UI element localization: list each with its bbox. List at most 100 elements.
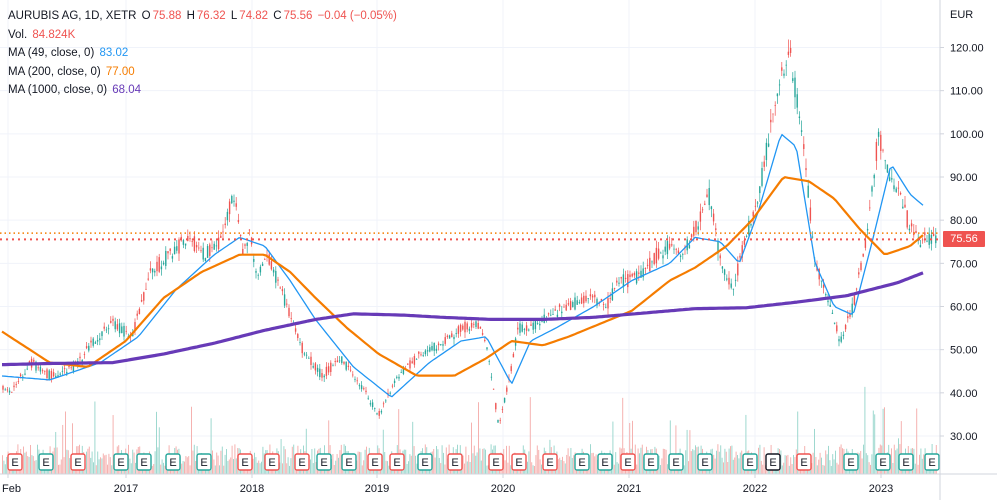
candle-body bbox=[677, 250, 680, 254]
candle-body bbox=[110, 320, 112, 323]
candle-body bbox=[761, 168, 763, 186]
volume-bar bbox=[825, 450, 827, 474]
candle-body bbox=[435, 348, 438, 351]
candle-body bbox=[891, 178, 893, 180]
candle-body bbox=[19, 374, 22, 377]
candle-body bbox=[202, 247, 204, 260]
candle-body bbox=[565, 304, 567, 311]
candle-body bbox=[671, 244, 673, 246]
volume-bar bbox=[531, 462, 533, 474]
candle-body bbox=[574, 297, 576, 310]
candle-body bbox=[433, 342, 435, 351]
volume-bar bbox=[279, 462, 281, 474]
candle-body bbox=[468, 328, 471, 331]
volume-bar bbox=[112, 415, 114, 474]
volume-bar bbox=[483, 448, 485, 474]
candle-body bbox=[825, 294, 827, 296]
candle-body bbox=[334, 360, 336, 362]
candle-body bbox=[11, 391, 13, 393]
volume-bar bbox=[154, 451, 156, 474]
volume-bar bbox=[732, 459, 734, 474]
volume-bar bbox=[619, 447, 621, 474]
candle-body bbox=[594, 294, 596, 298]
candle-body bbox=[367, 397, 369, 399]
earnings-letter: E bbox=[769, 457, 776, 469]
candle-body bbox=[224, 223, 226, 226]
volume-bar bbox=[892, 462, 894, 474]
volume-bar bbox=[102, 453, 104, 474]
volume-bar bbox=[504, 460, 506, 474]
candle-body bbox=[530, 324, 532, 326]
volume-bar bbox=[891, 448, 892, 474]
candle-body bbox=[112, 318, 114, 321]
candle-body bbox=[116, 324, 119, 330]
earnings-letter: E bbox=[928, 457, 935, 469]
candle-body bbox=[167, 251, 169, 254]
candle-body bbox=[473, 323, 475, 325]
volume-bar bbox=[868, 462, 870, 474]
candle-body bbox=[660, 252, 662, 254]
earnings-badge bbox=[668, 453, 684, 471]
volume-bar bbox=[479, 448, 481, 474]
volume-bar bbox=[629, 422, 631, 474]
candle-body bbox=[81, 359, 83, 362]
y-tick-label-6: 90.00 bbox=[950, 172, 978, 184]
volume-bar bbox=[409, 454, 411, 474]
candle-body bbox=[308, 357, 310, 359]
volume-bar bbox=[527, 461, 528, 474]
candle-body bbox=[4, 389, 6, 391]
volume-bar bbox=[662, 448, 664, 474]
candle-body bbox=[899, 192, 902, 195]
candle-body bbox=[915, 230, 917, 234]
volume-bar bbox=[529, 397, 531, 474]
candle-body bbox=[2, 385, 4, 390]
candle-body bbox=[41, 370, 44, 372]
volume-bar bbox=[259, 463, 261, 474]
candle-body bbox=[319, 368, 321, 378]
candle-body bbox=[134, 322, 136, 331]
candle-body bbox=[59, 373, 61, 375]
volume-bar bbox=[314, 448, 316, 474]
volume-bar bbox=[765, 465, 766, 474]
candle-body bbox=[679, 255, 682, 257]
earnings-marker: E bbox=[511, 453, 527, 471]
candle-body bbox=[495, 403, 497, 410]
candle-body bbox=[217, 237, 220, 249]
candle-body bbox=[13, 385, 15, 388]
volume-bar bbox=[793, 454, 794, 474]
candle-body bbox=[239, 234, 242, 237]
earnings-marker: E bbox=[264, 453, 280, 471]
x-tick-label-1: 2017 bbox=[114, 483, 138, 495]
candle-body bbox=[620, 277, 622, 279]
volume-bar bbox=[781, 465, 783, 474]
volume-bar bbox=[25, 451, 27, 474]
earnings-marker: E bbox=[417, 453, 433, 471]
candle-body bbox=[288, 307, 290, 317]
close-label: C bbox=[273, 10, 282, 22]
volume-bar bbox=[105, 454, 107, 474]
candle-body bbox=[426, 350, 429, 352]
volume-bar bbox=[195, 460, 197, 474]
volume-bar bbox=[151, 465, 153, 474]
volume-bar bbox=[221, 446, 223, 474]
candle-body bbox=[774, 105, 776, 106]
volume-bar bbox=[839, 446, 841, 474]
candle-body bbox=[787, 51, 790, 55]
volume-bar bbox=[830, 465, 832, 474]
candle-body bbox=[389, 392, 391, 394]
volume-bar bbox=[507, 462, 509, 474]
volume-bar bbox=[745, 414, 747, 474]
earnings-badge bbox=[341, 453, 357, 471]
candle-body bbox=[589, 294, 592, 297]
candle-body bbox=[928, 233, 930, 245]
volume-bar bbox=[914, 463, 916, 474]
candle-body bbox=[257, 274, 259, 276]
volume-bar bbox=[723, 462, 724, 474]
volume-bar bbox=[730, 446, 731, 474]
volume-bar bbox=[184, 461, 185, 474]
candle-body bbox=[50, 370, 53, 380]
volume-bar bbox=[637, 448, 639, 474]
candle-body bbox=[154, 270, 156, 273]
volume-bar bbox=[690, 451, 692, 474]
